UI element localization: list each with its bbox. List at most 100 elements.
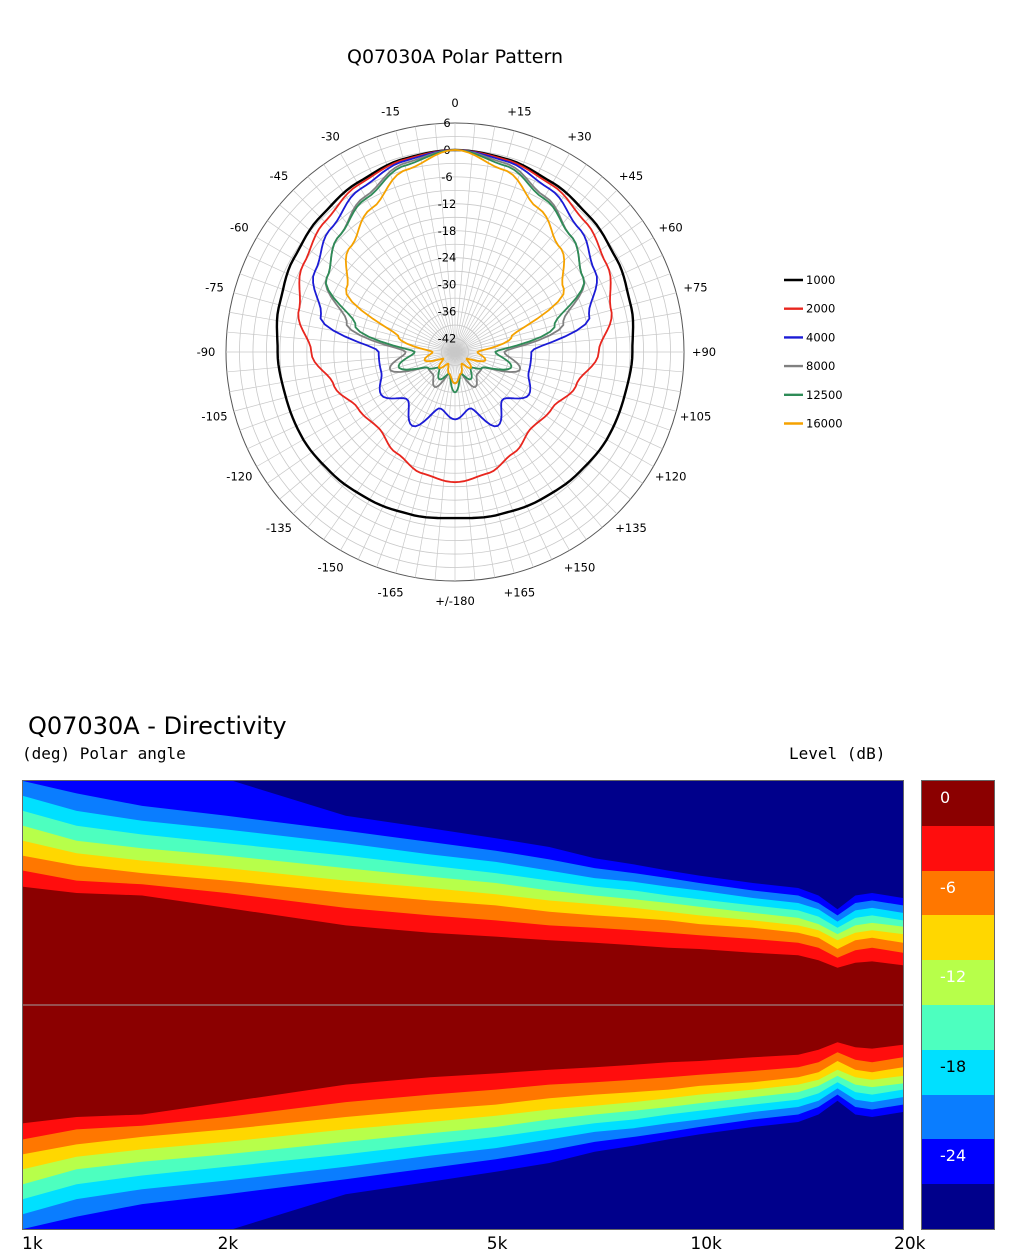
polar-angle-label: -150 bbox=[317, 561, 343, 575]
polar-angle-label: -105 bbox=[201, 409, 227, 423]
x-tick-label: 20k bbox=[894, 1234, 926, 1254]
polar-grid-spoke bbox=[229, 311, 456, 353]
polar-radial-label: -24 bbox=[438, 251, 457, 265]
polar-radial-label: -18 bbox=[438, 224, 457, 238]
polar-grid-spoke bbox=[414, 351, 456, 578]
polar-grid-spoke bbox=[340, 153, 456, 353]
x-tick-label: 10k bbox=[690, 1234, 722, 1254]
polar-radial-label: -42 bbox=[438, 332, 457, 346]
polar-angle-label: -90 bbox=[197, 345, 216, 359]
polar-grid-spoke bbox=[454, 351, 553, 560]
colorbar-segment bbox=[922, 1184, 994, 1230]
colorbar-tick-label: -24 bbox=[940, 1146, 967, 1166]
polar-radial-label: 6 bbox=[443, 116, 450, 130]
polar-grid-spoke bbox=[454, 351, 618, 515]
polar-radial-label: -30 bbox=[438, 278, 457, 292]
polar-grid-spoke bbox=[454, 311, 681, 353]
polar-grid-spoke bbox=[454, 351, 681, 393]
polar-grid-spoke bbox=[454, 351, 677, 412]
polar-grid-spoke bbox=[454, 123, 476, 353]
polar-grid-spoke bbox=[434, 351, 456, 581]
polar-angle-label: 0 bbox=[451, 96, 458, 110]
colorbar-tick-label: -12 bbox=[940, 967, 967, 987]
polar-grid-spoke bbox=[292, 351, 456, 515]
polar-grid-spoke bbox=[267, 351, 456, 484]
polar-grid-spoke bbox=[454, 254, 663, 353]
polar-grid-spoke bbox=[256, 237, 456, 353]
legend-label-1000: 1000 bbox=[806, 273, 835, 287]
polar-grid-spoke bbox=[267, 220, 456, 353]
colorbar-tick-label: -6 bbox=[940, 877, 956, 897]
polar-grid-spoke bbox=[307, 351, 456, 528]
polar-angle-label: -15 bbox=[381, 104, 400, 118]
polar-grid-spoke bbox=[434, 123, 456, 353]
polar-grid-spoke bbox=[247, 254, 456, 353]
polar-radial-label: -12 bbox=[438, 197, 457, 211]
polar-angle-label: +/-180 bbox=[435, 594, 475, 608]
polar-radial-label: -6 bbox=[441, 170, 452, 184]
polar-grid-spoke bbox=[454, 351, 603, 528]
colorbar-segment bbox=[922, 915, 994, 961]
colorbar-segment bbox=[922, 1049, 994, 1096]
polar-grid-spoke bbox=[454, 351, 476, 581]
polar-grid-spoke bbox=[454, 130, 515, 353]
polar-angle-label: +75 bbox=[683, 281, 707, 295]
polar-angle-label: +165 bbox=[504, 586, 536, 600]
legend-label-4000: 4000 bbox=[806, 330, 835, 344]
x-tick-label: 2k bbox=[217, 1234, 239, 1254]
polar-grid-spoke bbox=[233, 292, 456, 353]
legend-label-2000: 2000 bbox=[806, 302, 835, 316]
colorbar-tick-label: -18 bbox=[940, 1056, 967, 1076]
polar-grid-spoke bbox=[454, 237, 654, 353]
polar-grid-spoke bbox=[454, 331, 684, 353]
polar-angle-label: -45 bbox=[270, 169, 289, 183]
colorbar-segment bbox=[922, 1139, 994, 1185]
polar-grid-spoke bbox=[340, 351, 456, 551]
polar-angle-label: -135 bbox=[266, 521, 292, 535]
polar-grid-spoke bbox=[395, 130, 456, 353]
colorbar: 0 -6 -12 -18 -24 -30 bbox=[921, 780, 995, 1255]
x-tick-label: 1k bbox=[22, 1234, 43, 1254]
polar-series bbox=[275, 148, 635, 520]
polar-grid-spoke bbox=[454, 351, 496, 578]
polar-grid-spoke bbox=[454, 351, 631, 500]
polar-angle-label: +60 bbox=[658, 221, 682, 235]
polar-legend: 1000 2000 4000 8000 12500 16000 bbox=[784, 273, 843, 431]
polar-angle-label: -120 bbox=[226, 470, 252, 484]
polar-grid-spoke bbox=[229, 351, 456, 393]
polar-grid-spoke bbox=[454, 153, 570, 353]
polar-chart-title: Q07030A Polar Pattern bbox=[347, 46, 563, 68]
legend-label-8000: 8000 bbox=[806, 359, 835, 373]
colorbar-segment bbox=[922, 781, 994, 827]
legend-label-12500: 12500 bbox=[806, 388, 843, 402]
polar-grid-spoke bbox=[239, 351, 456, 431]
polar-grid-spoke bbox=[454, 351, 643, 484]
polar-grid-spoke bbox=[376, 351, 456, 568]
polar-grid-spoke bbox=[454, 351, 570, 551]
polar-radial-label: -36 bbox=[438, 305, 457, 319]
polar-grid-spoke bbox=[454, 351, 515, 574]
polar-angle-label: +30 bbox=[567, 129, 591, 143]
polar-angle-label: -30 bbox=[321, 129, 340, 143]
polar-chart: 0 +15 +30 +45 +60 +75 +90 +105 +120 +135 +150 +165 +… bbox=[197, 96, 843, 608]
polar-angle-label: +120 bbox=[655, 470, 687, 484]
polar-grid-spoke bbox=[279, 351, 456, 500]
polar-grid bbox=[225, 122, 685, 582]
polar-angle-label: -165 bbox=[377, 586, 403, 600]
legend-label-16000: 16000 bbox=[806, 417, 843, 431]
colorbar-segment bbox=[922, 1005, 994, 1051]
polar-angle-label: +150 bbox=[564, 561, 596, 575]
colorbar-segment bbox=[922, 960, 994, 1006]
directivity-heatmap bbox=[22, 780, 904, 1230]
polar-grid-spoke bbox=[454, 351, 534, 568]
polar-grid-spoke bbox=[454, 351, 654, 467]
polar-grid-spoke bbox=[256, 351, 456, 467]
polar-radial-labels: 60-6-12-18-24-30-36-42 bbox=[438, 116, 457, 346]
polar-angle-label: -60 bbox=[230, 221, 249, 235]
polar-angle-label: +45 bbox=[619, 169, 643, 183]
polar-grid-spoke bbox=[454, 220, 643, 353]
polar-grid-spoke bbox=[226, 331, 456, 353]
colorbar-tick-label: -30 bbox=[940, 1236, 967, 1255]
colorbar-tick-label: 0 bbox=[940, 788, 951, 807]
colorbar-label: Level (dB) bbox=[789, 744, 886, 763]
